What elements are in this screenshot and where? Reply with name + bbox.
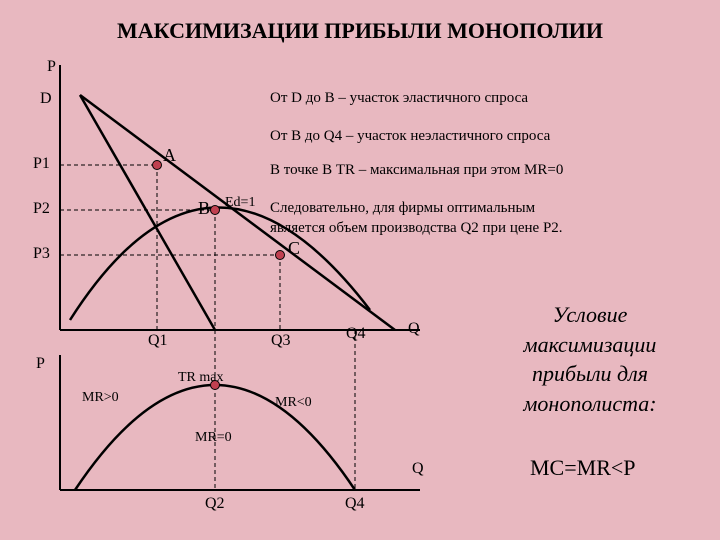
condition-l4: монополиста: (523, 391, 656, 416)
condition-l1: Условие (553, 302, 628, 327)
p-axis-bottom: P (36, 355, 45, 373)
q1-label: Q1 (148, 332, 168, 350)
annotation-4: Следовательно, для фирмы оптимальным (270, 200, 535, 217)
annotation-3: В точке В TR – максимальная при этом MR=… (270, 162, 563, 179)
p-axis-label: P (47, 58, 56, 76)
q4-bottom-label: Q4 (345, 495, 365, 513)
mr-gt-label: MR>0 (82, 390, 119, 406)
mr-eq-label: MR=0 (195, 430, 232, 446)
q4-label-top: Q4 (346, 325, 366, 343)
b-point-label: B (198, 198, 210, 219)
p3-label: P3 (33, 245, 50, 263)
condition-l3: прибыли для (532, 361, 648, 386)
condition-l2: максимизации (524, 332, 657, 357)
a-point-label: A (163, 145, 176, 166)
q-axis-label-top: Q (408, 320, 420, 338)
c-point-label: C (288, 238, 300, 259)
trmax-label: TR max (178, 370, 224, 386)
p2-label: P2 (33, 200, 50, 218)
q3-label: Q3 (271, 332, 291, 350)
ed-label: Ed=1 (225, 195, 255, 211)
annotation-1: От D до В – участок эластичного спроса (270, 90, 528, 107)
condition-block: Условие максимизации прибыли для монопол… (480, 300, 700, 419)
p1-label: P1 (33, 155, 50, 173)
formula: MC=MR<P (530, 455, 636, 481)
annotation-2: От В до Q4 – участок неэластичного спрос… (270, 128, 550, 145)
d-origin-label: D (40, 90, 52, 108)
q-axis-bottom: Q (412, 460, 424, 478)
annotation-5: является объем производства Q2 при цене … (270, 220, 563, 237)
mr-lt-label: MR<0 (275, 395, 312, 411)
q2-bottom-label: Q2 (205, 495, 225, 513)
